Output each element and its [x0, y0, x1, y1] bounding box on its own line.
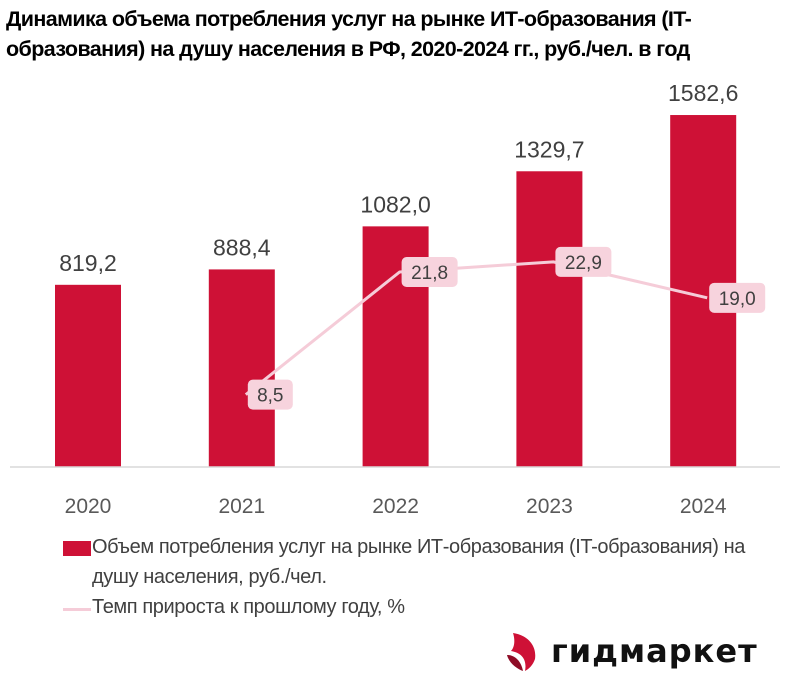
- growth-value-label-2024: 19,0: [719, 289, 756, 310]
- legend: Объем потребления услуг на рынке ИТ-обра…: [63, 532, 763, 622]
- growth-line: [244, 260, 708, 396]
- chart-title: Динамика объема потребления услуг на рын…: [6, 7, 692, 61]
- x-tick-label-2020: 2020: [65, 495, 112, 518]
- bar-2020: [55, 284, 121, 467]
- brand-name: гидмаркет: [551, 632, 758, 670]
- bar-value-label-2023: 1329,7: [514, 136, 584, 162]
- growth-label-box-2021: [247, 379, 293, 410]
- x-tick-label-2021: 2021: [218, 495, 265, 518]
- growth-value-label-2021: 8,5: [257, 386, 283, 407]
- legend-label-line: Темп прироста к прошлому году, %: [92, 596, 405, 618]
- brand-logo: гидмаркет: [505, 628, 758, 674]
- x-tick-label-2024: 2024: [680, 495, 727, 518]
- legend-item-line[interactable]: Темп прироста к прошлому году, %: [63, 592, 763, 622]
- bar-value-label-2022: 1082,0: [360, 191, 430, 217]
- growth-label-box-2023: [555, 246, 612, 277]
- x-tick-labels: 2020 2021 2022 2023 2024: [65, 495, 727, 518]
- growth-label-box-2024: [709, 282, 766, 313]
- growth-line-layer: 8,5 21,8 22,9 19,0: [244, 246, 766, 410]
- legend-swatch-line: [63, 608, 91, 611]
- bar-2023: [516, 171, 583, 467]
- bar-value-label-2020: 819,2: [59, 250, 117, 276]
- legend-swatch-bar: [63, 541, 91, 556]
- growth-label-box-2022: [401, 257, 458, 288]
- gidmarket-logo-icon: [507, 633, 536, 671]
- bar-value-label-2024: 1582,6: [668, 80, 738, 106]
- x-tick-label-2023: 2023: [526, 495, 573, 518]
- growth-value-label-2022: 21,8: [411, 263, 448, 284]
- bar-2021: [208, 269, 275, 467]
- legend-label-bar: Объем потребления услуг на рынке ИТ-обра…: [92, 536, 746, 588]
- bars-layer: [55, 115, 737, 468]
- legend-item-bar[interactable]: Объем потребления услуг на рынке ИТ-обра…: [63, 532, 763, 592]
- bar-value-label-2021: 888,4: [213, 234, 271, 260]
- chart-plot: 2020 2021 2022 2023 2024 819,2 888,4 1082,0 132…: [10, 80, 780, 518]
- growth-value-label-2023: 22,9: [565, 253, 602, 274]
- x-tick-label-2022: 2022: [372, 495, 419, 518]
- bar-data-labels: 819,2 888,4 1082,0 1329,7 1582,6: [59, 80, 738, 276]
